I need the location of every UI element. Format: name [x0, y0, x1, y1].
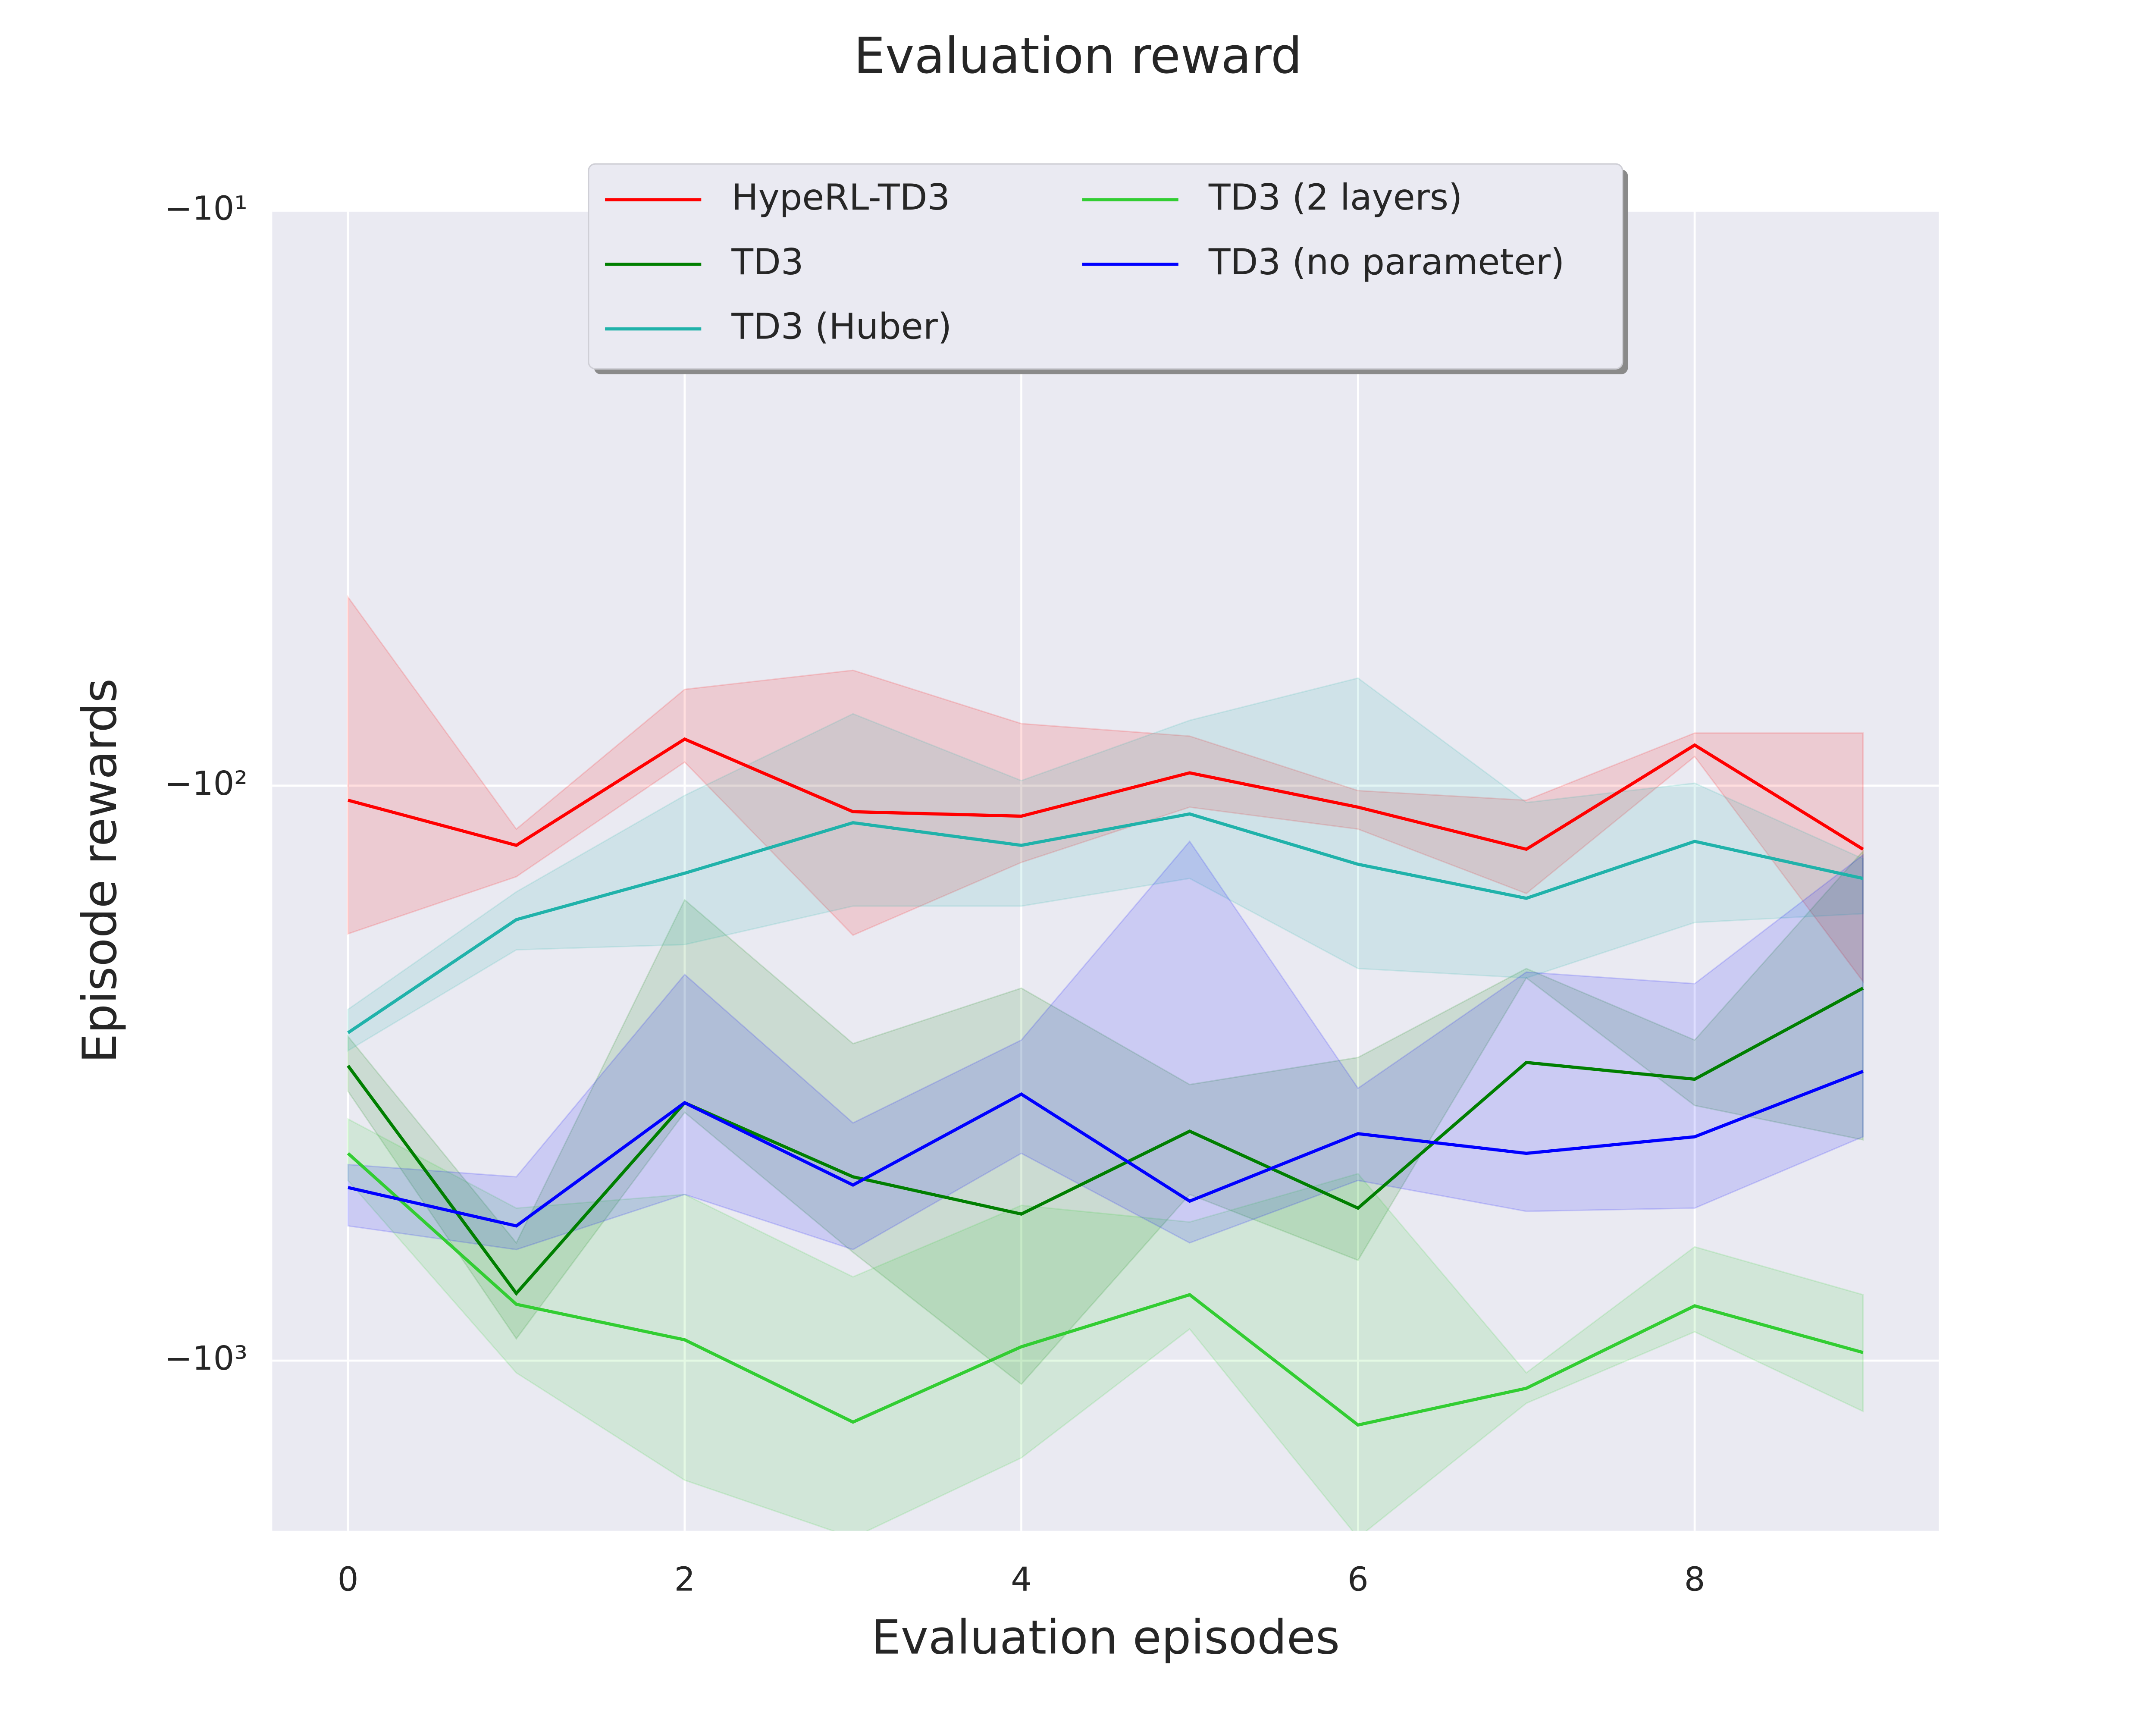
x-tick-label: 4	[1011, 1561, 1032, 1599]
x-axis-label: Evaluation episodes	[871, 1610, 1340, 1665]
y-tick-label: −10³	[165, 1339, 248, 1378]
confidence-band	[347, 849, 1864, 1385]
series-line	[347, 987, 1864, 1296]
series-line	[347, 1152, 1864, 1427]
confidence-band	[347, 595, 1864, 984]
series-line	[347, 812, 1864, 1034]
chart-title: Evaluation reward	[854, 27, 1302, 85]
series-line	[348, 1070, 1864, 1228]
x-tick-label: 0	[338, 1561, 359, 1599]
x-tick-label: 2	[674, 1561, 695, 1599]
y-axis-label: Episode rewards	[72, 678, 127, 1063]
x-tick-label: 6	[1348, 1561, 1369, 1599]
series-line	[348, 737, 1864, 851]
legend-label: TD3 (no parameter)	[1208, 241, 1564, 283]
legend-label: HypeRL-TD3	[731, 176, 950, 218]
y-tick-label: −10¹	[165, 190, 248, 228]
legend-label: TD3 (2 layers)	[1208, 176, 1462, 218]
legend-box	[588, 163, 1623, 370]
legend: HypeRL-TD3 TD3 TD3 (Huber) TD3 (2 layers) TD…	[588, 163, 1628, 374]
x-tick-label: 8	[1684, 1561, 1705, 1599]
confidence-band	[347, 1118, 1864, 1531]
legend-label: TD3	[731, 241, 803, 283]
legend-label: TD3 (Huber)	[731, 306, 952, 348]
confidence-band	[347, 677, 1864, 1052]
y-tick-label: −10²	[165, 765, 248, 803]
